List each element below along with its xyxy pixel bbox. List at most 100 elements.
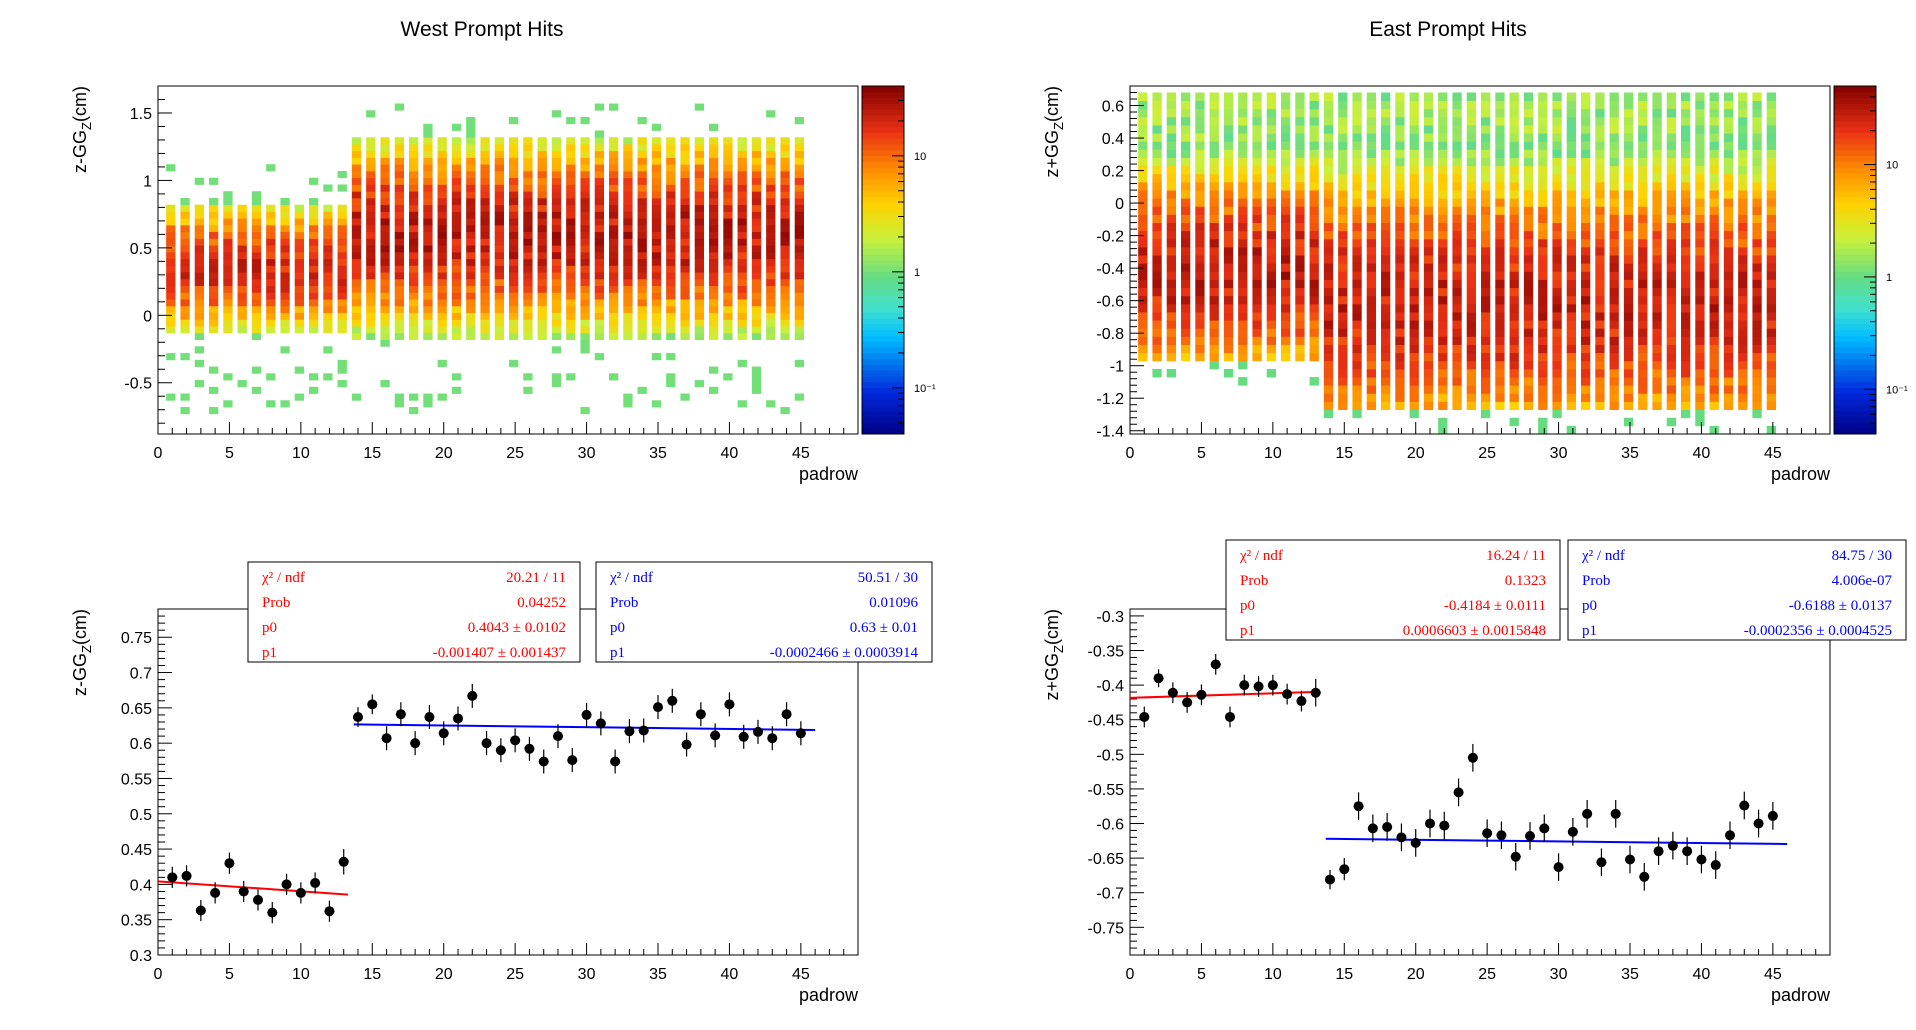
- heatmap-cell: [237, 326, 247, 334]
- heatmap-cell: [1723, 230, 1734, 240]
- heatmap-cell: [723, 272, 733, 280]
- heatmap-cell: [1423, 108, 1434, 118]
- stats-value: 0.63 ± 0.01: [850, 620, 918, 636]
- heatmap-cell: [1481, 336, 1491, 345]
- heatmap-cell: [394, 299, 404, 307]
- heatmap-cell: [1609, 279, 1619, 289]
- heatmap-cell: [1666, 417, 1676, 427]
- heatmap-cell: [1552, 336, 1562, 345]
- heatmap-cell: [1752, 385, 1762, 394]
- heatmap-cell: [166, 299, 176, 307]
- y-tick-label: 0.4: [130, 877, 152, 894]
- heatmap-cell: [709, 292, 719, 300]
- heatmap-cell: [680, 251, 690, 260]
- heatmap-cell: [794, 299, 804, 307]
- heatmap-cell: [723, 170, 733, 179]
- heatmap-cell: [209, 258, 219, 266]
- heatmap-cell: [1452, 165, 1462, 175]
- heatmap-cell: [1666, 190, 1676, 199]
- data-point: [767, 733, 778, 744]
- heatmap-cell: [1338, 133, 1348, 142]
- colorbar-band: [1834, 428, 1876, 435]
- heatmap-cell: [437, 272, 447, 280]
- heatmap-cell: [1695, 92, 1705, 102]
- heatmap-cell: [1581, 198, 1591, 207]
- heatmap-cell: [466, 184, 476, 192]
- heatmap-cell: [437, 137, 447, 145]
- data-point: [1710, 860, 1721, 871]
- heatmap-cell: [1323, 230, 1334, 240]
- heatmap-cell: [366, 211, 376, 219]
- heatmap-cell: [323, 238, 333, 246]
- heatmap-cell: [1481, 279, 1491, 289]
- heatmap-cell: [1309, 133, 1319, 142]
- data-point: [1610, 808, 1621, 819]
- colorbar-band: [1834, 416, 1876, 423]
- heatmap-cell: [537, 157, 547, 165]
- heatmap-cell: [1438, 295, 1448, 305]
- heatmap-cell: [1609, 287, 1619, 297]
- heatmap-cell: [1495, 246, 1505, 256]
- heatmap-cell: [623, 292, 633, 300]
- heatmap-cell: [1195, 295, 1205, 305]
- heatmap-cell: [609, 373, 619, 381]
- heatmap-cell: [323, 292, 333, 300]
- heatmap-cell: [1338, 295, 1348, 305]
- heatmap-cell: [1166, 100, 1176, 110]
- heatmap-cell: [623, 231, 633, 239]
- heatmap-cell: [594, 332, 604, 340]
- heatmap-cell: [1566, 287, 1576, 297]
- x-tick-label: 5: [1197, 445, 1206, 462]
- heatmap-cell: [1495, 295, 1505, 305]
- heatmap-cell: [680, 164, 690, 172]
- heatmap-cell: [594, 150, 604, 158]
- colorbar-band: [1834, 306, 1876, 313]
- heatmap-cell: [1209, 303, 1219, 313]
- heatmap-cell: [1181, 173, 1191, 183]
- heatmap-cell: [1195, 279, 1205, 289]
- heatmap-cell: [1481, 133, 1491, 142]
- heatmap-cell: [1281, 279, 1291, 289]
- heatmap-cell: [1552, 393, 1562, 402]
- heatmap-cell: [1323, 246, 1334, 256]
- heatmap-cell: [1238, 206, 1248, 215]
- heatmap-cell: [1538, 173, 1548, 183]
- heatmap-cell: [709, 177, 719, 185]
- heatmap-cell: [1423, 157, 1434, 167]
- heatmap-cell: [637, 177, 647, 185]
- heatmap-cell: [751, 218, 762, 226]
- heatmap-cell: [1681, 368, 1691, 378]
- heatmap-cell: [1609, 352, 1619, 362]
- heatmap-cell: [351, 218, 362, 226]
- heatmap-cell: [394, 285, 404, 293]
- heatmap-cell: [1181, 206, 1191, 215]
- y-tick-label: -0.2: [1096, 229, 1124, 246]
- heatmap-cell: [1695, 417, 1705, 427]
- heatmap-cell: [637, 299, 647, 307]
- heatmap-cell: [1295, 149, 1305, 158]
- heatmap-cell: [466, 278, 476, 287]
- x-tick-label: 10: [292, 445, 310, 462]
- heatmap-cell: [1152, 173, 1162, 183]
- heatmap-cell: [780, 319, 790, 327]
- heatmap-cell: [1181, 336, 1191, 345]
- heatmap-cell: [637, 197, 647, 206]
- heatmap-cell: [1595, 214, 1605, 223]
- heatmap-cell: [509, 332, 519, 340]
- x-axis-label: padrow: [799, 464, 859, 484]
- heatmap-cell: [1252, 312, 1262, 321]
- heatmap-cell: [1323, 401, 1334, 411]
- heatmap-cell: [480, 265, 490, 273]
- heatmap-cell: [1681, 393, 1691, 402]
- heatmap-cell: [1509, 108, 1519, 118]
- heatmap-cell: [1709, 263, 1719, 272]
- heatmap-cell: [1352, 303, 1362, 313]
- heatmap-cell: [1352, 312, 1362, 321]
- heatmap-cell: [780, 278, 790, 287]
- heatmap-cell: [1438, 230, 1448, 240]
- data-point: [1367, 823, 1378, 834]
- heatmap-cell: [1595, 181, 1605, 191]
- heatmap-cell: [1266, 133, 1276, 142]
- heatmap-cell: [609, 265, 619, 273]
- heatmap-cell: [1366, 328, 1376, 337]
